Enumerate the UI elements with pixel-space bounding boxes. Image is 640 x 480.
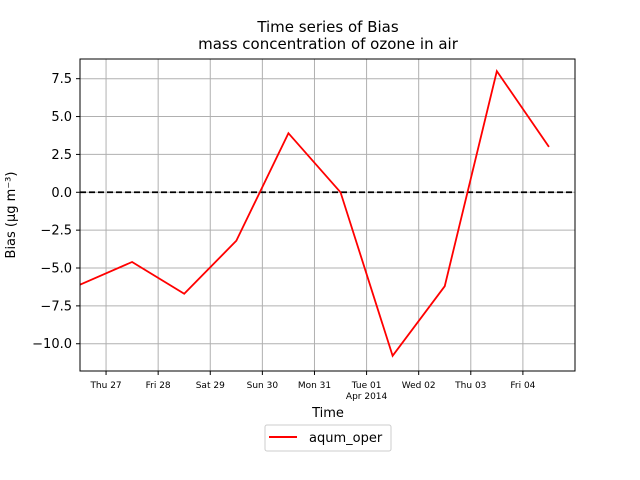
y-tick-label: −5.0 [40,262,72,277]
x-tick-label: Mon 31 [298,381,331,391]
x-tick-sublabel: Apr 2014 [346,392,388,402]
series-line-aqum_oper [79,68,550,358]
y-axis-label: Bias (µg m⁻³) [4,172,19,259]
y-tick-label: 0.0 [51,186,72,201]
x-tick-label: Fri 28 [146,381,171,391]
data-series [79,68,550,358]
x-axis-ticks: Thu 27 Fri 28 Sat 29 Sun 30 Mon 31 Tue 01Apr … [89,371,536,402]
x-tick-label: Thu 27 [89,381,121,391]
y-tick-label: −2.5 [40,224,72,239]
y-tick-label: 2.5 [51,148,72,163]
x-axis-label: Time [311,406,344,421]
plot-frame [79,58,576,372]
grid [80,59,575,371]
chart-title: Time series of Bias [256,18,399,36]
x-tick-label: Fri 04 [510,381,535,391]
y-axis-ticks: −10.0 −7.5 −5.0 −2.5 0.0 2.5 5.0 7.5 [32,72,80,352]
x-tick-label: Thu 03 [454,381,486,391]
chart-subtitle: mass concentration of ozone in air [198,35,459,53]
legend: aqum_oper [264,424,392,452]
y-tick-label: 5.0 [51,110,72,125]
x-tick-label: Sun 30 [247,381,279,391]
y-tick-label: −10.0 [32,337,72,352]
x-tick-label: Tue 01 [351,381,382,391]
legend-box [264,424,392,452]
legend-label: aqum_oper [309,431,383,446]
x-tick-label: Sat 29 [196,381,225,391]
y-tick-label: 7.5 [51,72,72,87]
y-tick-label: −7.5 [40,299,72,314]
x-tick-label: Wed 02 [402,381,436,391]
